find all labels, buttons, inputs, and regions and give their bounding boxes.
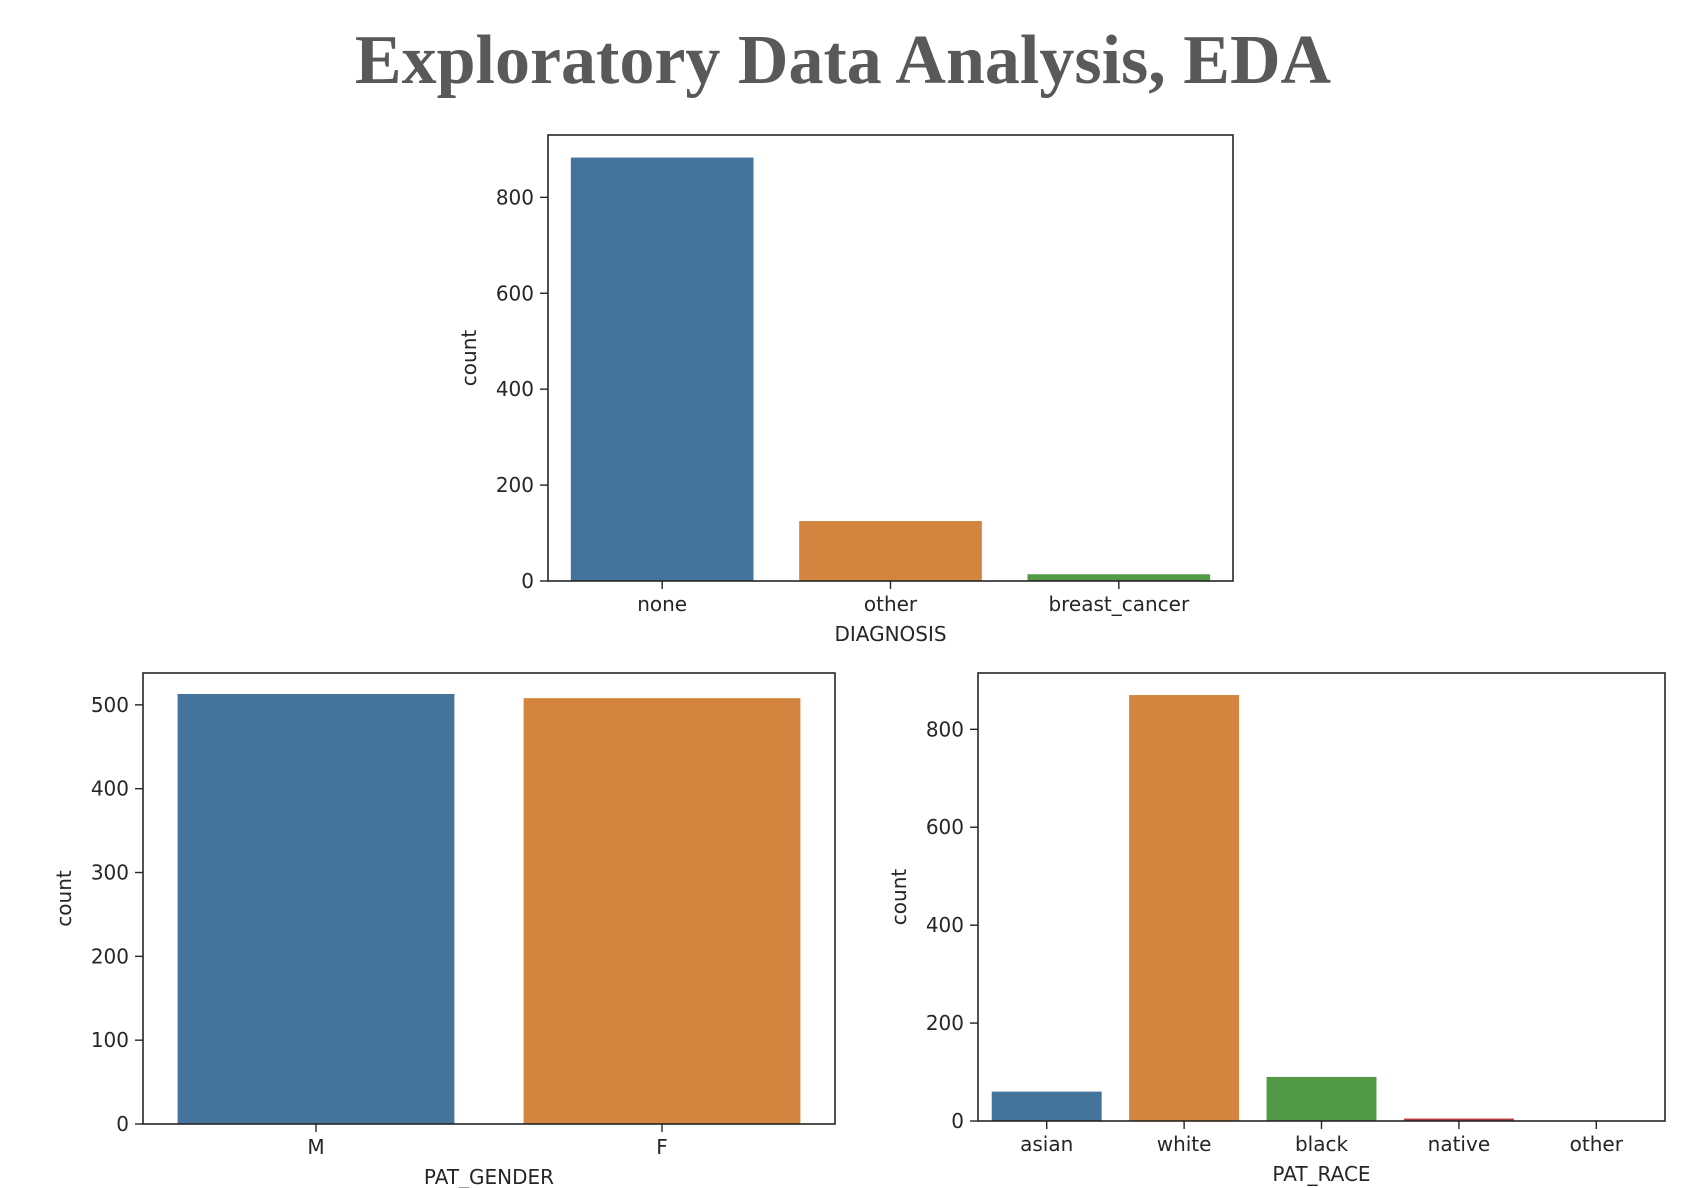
y-tick-label: 100 (91, 1028, 129, 1052)
bar-white (1129, 695, 1240, 1121)
x-tick-label: other (864, 592, 918, 616)
y-axis-label: count (457, 330, 481, 387)
y-tick-label: 800 (926, 717, 964, 741)
x-tick-label: breast_cancer (1048, 592, 1190, 616)
y-axis-label: count (887, 869, 911, 926)
x-tick-label: M (307, 1135, 324, 1159)
y-tick-label: 500 (91, 693, 129, 717)
x-axis-label: PAT_GENDER (424, 1165, 554, 1188)
y-tick-label: 400 (496, 377, 534, 401)
page-title: Exploratory Data Analysis, EDA (354, 22, 1332, 99)
y-tick-label: 0 (521, 569, 534, 593)
bar-asian (991, 1091, 1102, 1121)
x-axis-label: DIAGNOSIS (834, 622, 946, 646)
y-tick-label: 600 (496, 281, 534, 305)
bar-none (570, 157, 754, 581)
y-tick-label: 200 (91, 944, 129, 968)
y-tick-label: 400 (91, 777, 129, 801)
plot-frame (977, 672, 1666, 1122)
x-tick-label: other (1570, 1132, 1624, 1156)
y-tick-label: 400 (926, 913, 964, 937)
y-tick-label: 300 (91, 861, 129, 885)
plot-frame (142, 672, 836, 1125)
y-tick-label: 800 (496, 185, 534, 209)
y-tick-label: 0 (116, 1112, 129, 1136)
x-tick-label: white (1157, 1132, 1212, 1156)
x-tick-label: asian (1020, 1132, 1073, 1156)
bar-breast-cancer (1027, 574, 1211, 581)
bar-other (799, 521, 982, 581)
y-tick-label: 200 (496, 473, 534, 497)
x-axis-label: PAT_RACE (1272, 1162, 1370, 1186)
bar-M (177, 693, 455, 1124)
x-tick-label: native (1428, 1132, 1490, 1156)
y-tick-label: 600 (926, 815, 964, 839)
y-tick-label: 200 (926, 1011, 964, 1035)
bar-native (1403, 1118, 1514, 1121)
x-tick-label: F (656, 1135, 668, 1159)
y-tick-label: 0 (951, 1109, 964, 1133)
bar-black (1266, 1076, 1377, 1121)
x-tick-label: black (1295, 1132, 1349, 1156)
y-axis-label: count (52, 870, 76, 927)
bar-F (523, 698, 801, 1124)
x-tick-label: none (637, 592, 687, 616)
